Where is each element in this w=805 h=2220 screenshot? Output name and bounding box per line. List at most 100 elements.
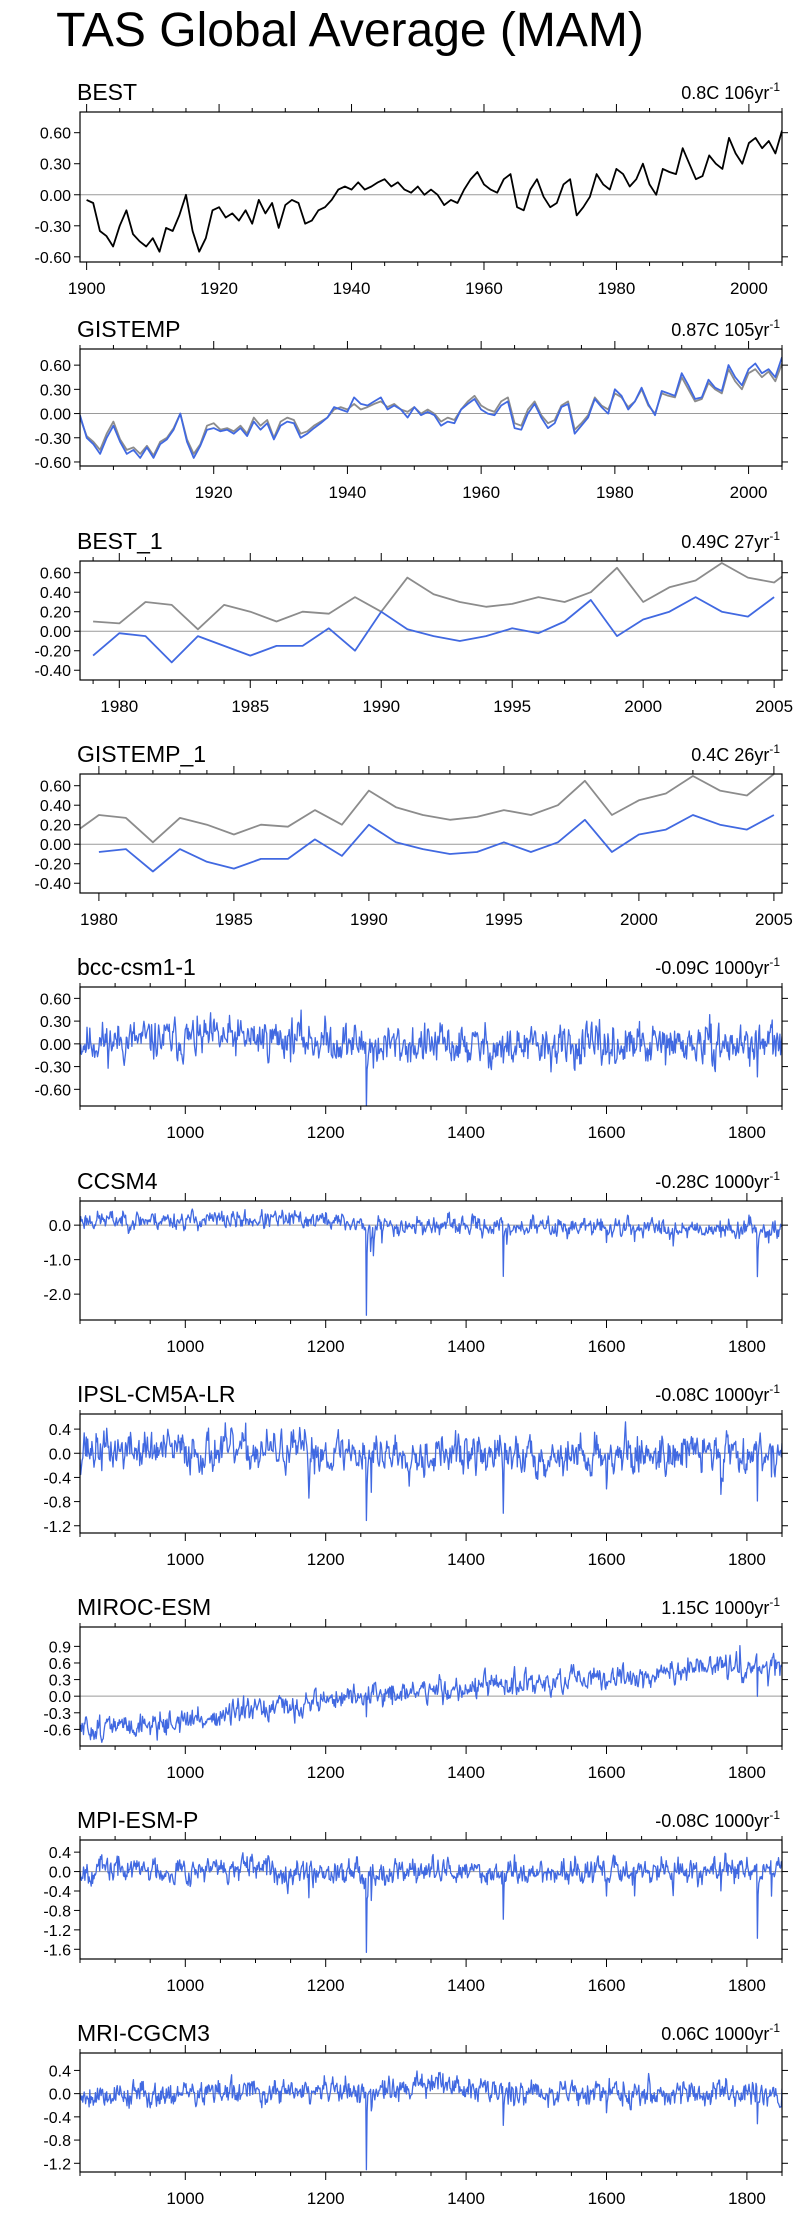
x-tick-label: 1980 (598, 279, 636, 298)
page-title: TAS Global Average (MAM) (56, 4, 644, 57)
panel-title: CCSM4 (77, 1168, 158, 1194)
x-tick-label: 1600 (588, 1123, 626, 1142)
y-tick-label: -1.2 (43, 1519, 71, 1536)
y-tick-label: -0.60 (35, 1082, 72, 1099)
series-line-GISTEMP_1 (98, 814, 775, 873)
y-tick-label: 0.0 (49, 1446, 71, 1463)
x-tick-label: 1200 (307, 1123, 345, 1142)
panel-title: GISTEMP_1 (77, 741, 206, 767)
x-tick-label: 1600 (588, 1976, 626, 1995)
y-tick-label: -0.4 (43, 1884, 71, 1901)
y-tick-label: 0.00 (40, 188, 71, 205)
y-tick-label: -0.40 (35, 663, 72, 680)
panel-BEST_1: BEST_1 0.49C 27yr-1 -0.40 -0.20 0.00 0.20 0.40… (35, 528, 794, 716)
x-tick-label: 1940 (333, 279, 371, 298)
y-tick-label: 0.60 (40, 566, 71, 583)
panel-title: BEST (77, 79, 137, 105)
x-tick-label: 1000 (166, 1763, 204, 1782)
y-tick-label: -0.30 (35, 1060, 72, 1077)
x-tick-label: 1600 (588, 1763, 626, 1782)
series-line-BEST (80, 363, 782, 457)
panel-title: IPSL-CM5A-LR (77, 1381, 235, 1407)
y-tick-label: -0.3 (43, 1706, 71, 1723)
x-tick-label: 1200 (307, 1976, 345, 1995)
series-line-BEST (80, 774, 775, 844)
x-tick-label: 1400 (447, 1763, 485, 1782)
x-tick-label: 2000 (624, 697, 662, 716)
x-tick-label: 1800 (728, 1976, 766, 1995)
panel-GISTEMP_1: GISTEMP_1 0.4C 26yr-1 -0.40 -0.20 0.00 0.20 0.… (35, 741, 793, 929)
panel-CCSM4: CCSM4 -0.28C 1000yr-1 -2.0 -1.0 0.0 1000 1200 1… (43, 1168, 788, 1356)
panel-GISTEMP: GISTEMP 0.87C 105yr-1 -0.60 -0.30 0.00 0.30 0.… (35, 316, 788, 502)
panel-MIROC-ESM: MIROC-ESM 1.15C 1000yr-1 -0.6-0.30.00.30.6… (43, 1594, 788, 1782)
trend-label: -0.09C 1000yr-1 (655, 955, 780, 978)
x-tick-label: 1990 (362, 697, 400, 716)
y-tick-label: 0.4 (49, 1422, 71, 1439)
y-tick-label: -1.2 (43, 1923, 71, 1940)
panel-title: MRI-CGCM3 (77, 2020, 210, 2046)
trend-label: -0.08C 1000yr-1 (655, 1382, 780, 1405)
y-tick-label: 0.30 (40, 157, 71, 174)
x-tick-label: 2000 (730, 279, 768, 298)
series-line-MIROC-ESM (80, 1645, 782, 1743)
series-line-BEST_1 (92, 596, 775, 664)
y-tick-label: -0.20 (35, 644, 72, 661)
x-tick-label: 1800 (728, 1123, 766, 1142)
x-tick-label: 1985 (231, 697, 269, 716)
x-tick-label: 1400 (447, 1550, 485, 1569)
series-line-IPSL-CM5A-LR (80, 1421, 782, 1522)
x-tick-label: 1600 (588, 2189, 626, 2208)
panel-MRI-CGCM3: MRI-CGCM3 0.06C 1000yr-1 -1.2 -0.8 -0.4 0.0 0.… (43, 2020, 788, 2208)
x-tick-label: 1920 (200, 279, 238, 298)
panel-BEST: BEST 0.8C 106yr-1 -0.60 -0.30 0.00 0.30 0.60 19… (35, 79, 788, 298)
series-line-GISTEMP (80, 356, 782, 459)
panel-title: BEST_1 (77, 528, 163, 554)
x-tick-label: 1800 (728, 1550, 766, 1569)
x-tick-label: 1800 (728, 2189, 766, 2208)
trend-label: 1.15C 1000yr-1 (661, 1595, 780, 1618)
y-tick-label: 0.60 (40, 358, 71, 375)
panel-IPSL-CM5A-LR: IPSL-CM5A-LR -0.08C 1000yr-1 -1.2 -0.8 -0.4 0… (43, 1381, 788, 1569)
x-tick-label: 1200 (307, 2189, 345, 2208)
y-tick-label: 0.20 (40, 605, 71, 622)
y-tick-label: 0.60 (40, 779, 71, 796)
x-tick-label: 1400 (447, 2189, 485, 2208)
y-tick-label: 0.4 (49, 1845, 71, 1862)
y-tick-label: 0.9 (49, 1639, 71, 1656)
x-tick-label: 2005 (755, 910, 793, 929)
y-tick-label: -2.0 (43, 1287, 71, 1304)
y-tick-label: -1.2 (43, 2156, 71, 2173)
x-tick-label: 1000 (166, 1123, 204, 1142)
x-tick-label: 1000 (166, 1337, 204, 1356)
y-tick-label: -0.8 (43, 2133, 71, 2150)
x-tick-label: 1600 (588, 1550, 626, 1569)
x-tick-label: 1400 (447, 1337, 485, 1356)
x-tick-label: 1980 (80, 910, 118, 929)
y-tick-label: -0.4 (43, 1470, 71, 1487)
plot-frame (79, 560, 783, 681)
y-tick-label: 0.60 (40, 126, 71, 143)
plot-frame (79, 1200, 783, 1321)
x-tick-label: 1200 (307, 1550, 345, 1569)
y-tick-label: -0.60 (35, 250, 72, 267)
trend-label: 0.8C 106yr-1 (681, 80, 780, 103)
x-tick-label: 1990 (350, 910, 388, 929)
y-tick-label: 0.0 (49, 1689, 71, 1706)
series-line-MPI-ESM-P (80, 1852, 782, 1954)
trend-label: 0.49C 27yr-1 (681, 529, 780, 552)
y-tick-label: -0.30 (35, 431, 72, 448)
x-tick-label: 1000 (166, 1976, 204, 1995)
y-tick-label: -0.40 (35, 876, 72, 893)
y-tick-label: 0.6 (49, 1656, 71, 1673)
trend-label: 0.87C 105yr-1 (671, 317, 780, 340)
x-tick-label: 1995 (485, 910, 523, 929)
y-tick-label: -0.6 (43, 1722, 71, 1739)
x-tick-label: 1200 (307, 1763, 345, 1782)
x-tick-label: 2005 (755, 697, 793, 716)
y-tick-label: 0.40 (40, 585, 71, 602)
y-tick-label: 0.00 (40, 1037, 71, 1054)
y-tick-label: 0.3 (49, 1673, 71, 1690)
series-line-bcc-csm1-1 (80, 1009, 782, 1106)
series-line-MRI-CGCM3 (80, 2070, 782, 2171)
